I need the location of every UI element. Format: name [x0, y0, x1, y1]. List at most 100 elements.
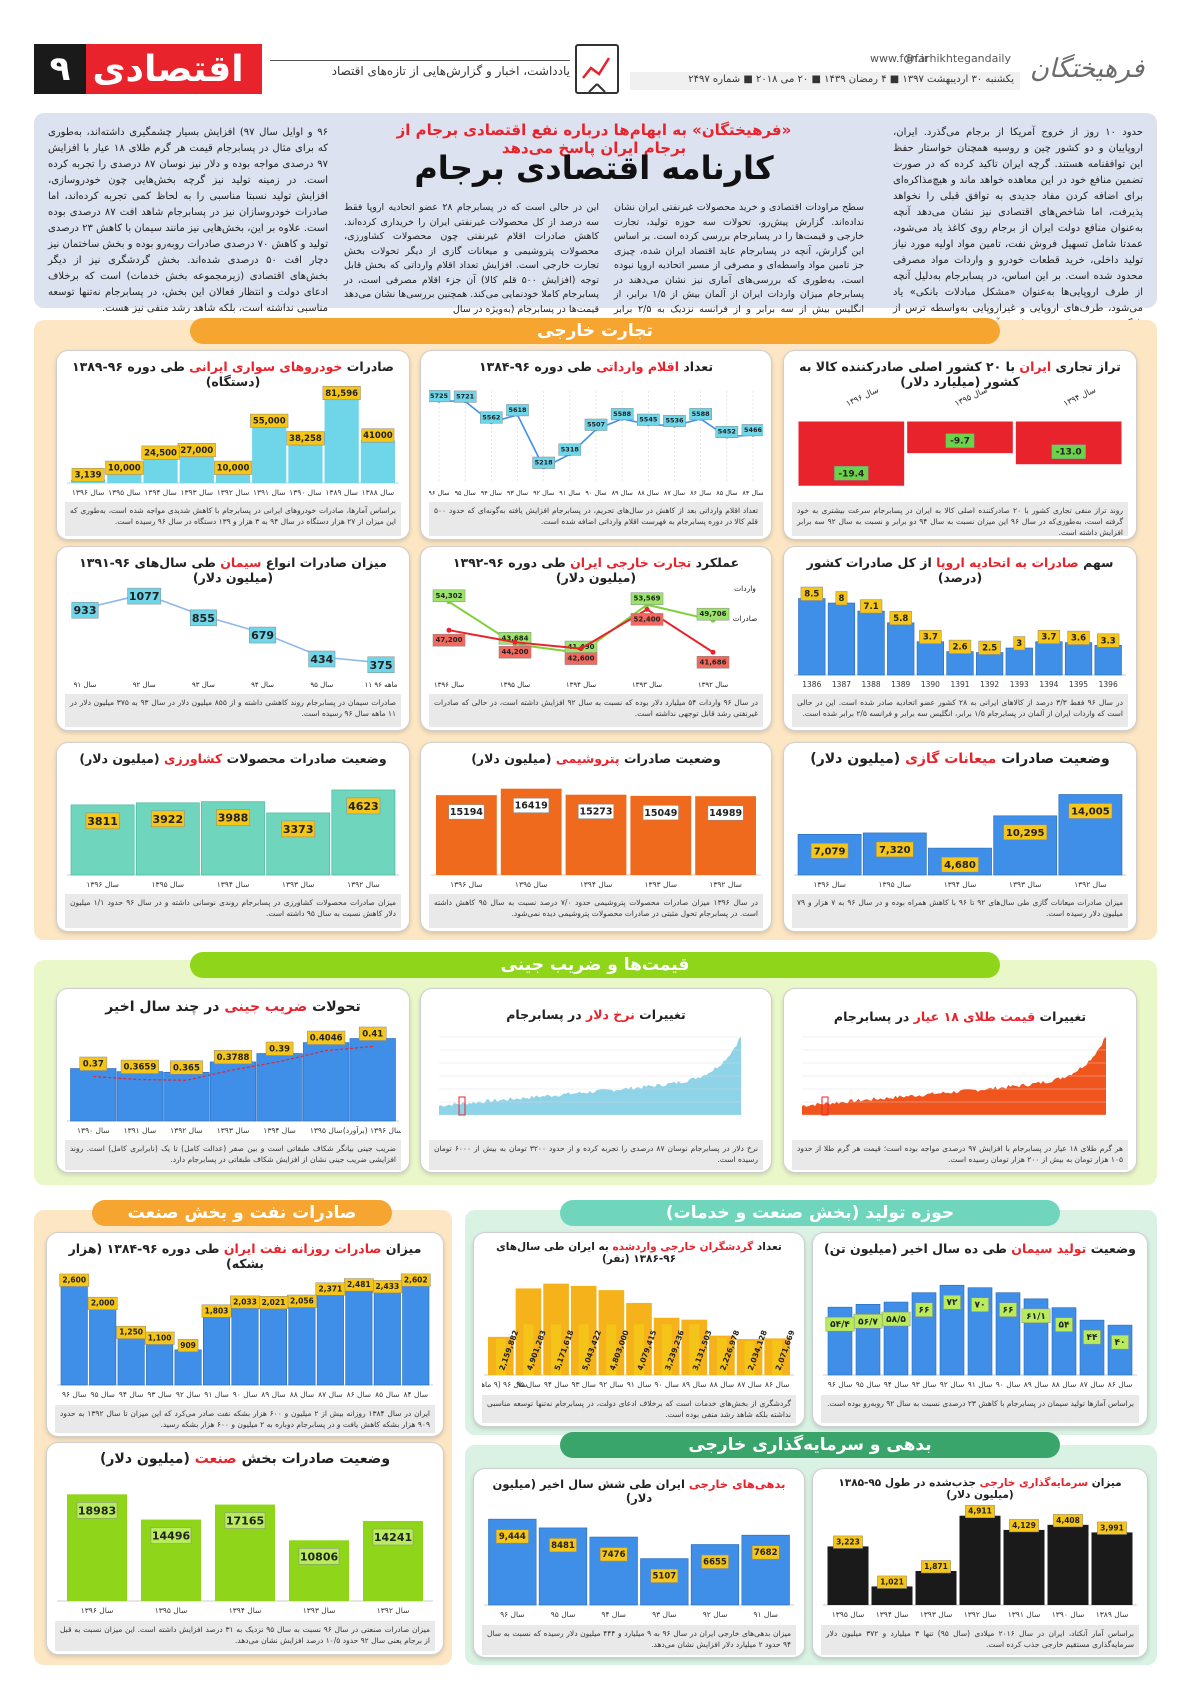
- trend-line: [93, 1045, 373, 1081]
- label-box: [216, 809, 250, 826]
- panel-note: میزان بدهی‌های خارجی ایران در سال ۹۶ به …: [482, 1625, 796, 1655]
- header-subtitle: یادداشت، اخبار و گزارش‌هایی از تازه‌های …: [331, 64, 570, 78]
- label-box: [549, 1538, 577, 1553]
- panel-title: تحولات ضریب جینی در چند سال اخیر: [105, 999, 361, 1015]
- panel-title: تغییرات نرخ دلار در پسابرجام: [506, 1007, 686, 1022]
- tick-label: سال ۹۳: [147, 1390, 171, 1399]
- chart-tourism: سال ۸۶ 2,071,669 سال ۸۷ 2,034,128 سال ۸۸ 2,22…: [474, 1261, 797, 1391]
- panel-title: وضعیت تولید سیمان طی ده سال اخیر (میلیون…: [824, 1241, 1136, 1256]
- tick-label: سال ۹۴: [884, 1380, 908, 1389]
- label-box: [249, 626, 277, 644]
- label-box: [642, 805, 679, 821]
- label-box: [707, 805, 744, 821]
- point: [644, 606, 650, 612]
- label-box: [506, 404, 529, 417]
- data-label: 41000: [363, 431, 393, 441]
- data-label: 18983: [78, 1504, 116, 1517]
- tick-label: 1386: [802, 680, 821, 689]
- tick-label: سال ۸۸: [1052, 1380, 1076, 1389]
- data-label: 52,400: [633, 615, 660, 623]
- label-box: [85, 812, 120, 830]
- data-label: 10806: [300, 1550, 339, 1563]
- label-box: [250, 413, 289, 428]
- data-label: 81,596: [325, 389, 358, 399]
- panel-debt: بدهی‌های خارجی ایران طی شش سال اخیر (میل…: [473, 1468, 805, 1658]
- label-strip: [551, 1324, 562, 1375]
- panel-note: براساس آمارها، صادرات خودروهای ایرانی در…: [65, 502, 401, 536]
- tick-label: سال ۹۴: [601, 1610, 625, 1619]
- chart-svg: 1386 8.5 1387 8 1388 7.1 1389 5.8 1390 3.7 1391 2.6…: [794, 586, 1126, 689]
- panel-note: نرخ دلار در پسابرجام نوسان ۸۷ درصدی را ت…: [429, 1140, 763, 1170]
- label-box: [715, 425, 739, 438]
- bar: [231, 1306, 259, 1386]
- label-box: [701, 1554, 729, 1569]
- chart-svg: سال ۱۳۸۸ 41000 سال ۱۳۸۹ 81,596 سال ۱۳۹۰ 38,25…: [67, 386, 399, 497]
- data-label: ۵۸/۵: [886, 1315, 906, 1325]
- tick-label: سال ۱۳۹۵: [953, 385, 989, 408]
- chart-svg: [802, 1036, 1106, 1116]
- chart-svg: 49,70653,56941,49043,68454,302واردات41,6…: [432, 584, 757, 689]
- bar: [215, 472, 251, 483]
- data-label: 7,320: [879, 845, 911, 856]
- bar: [60, 1284, 88, 1386]
- chart-debt: سال ۹۱ 7682 سال ۹۲ 6655 سال ۹۳ 5107 سال ۹۴ 7476…: [482, 1497, 796, 1621]
- panel-note: براساس آمار آنکتاد، ایران در سال ۲۰۱۶ می…: [821, 1625, 1139, 1655]
- label-box: [610, 408, 634, 421]
- label-box: [322, 386, 361, 401]
- tick-label: سال ۱۳۹۳: [1009, 880, 1042, 889]
- label-box: [564, 652, 598, 665]
- data-label: 7,079: [814, 846, 846, 857]
- chart-gas_condensate: سال ۱۳۹۲ 14,005 سال ۱۳۹۳ 10,295 سال ۱۳۹۴ 4,68…: [792, 775, 1128, 891]
- tick-label: سال ۸۶: [690, 489, 711, 497]
- panel-trade-balance: تراز تجاری ایران با ۲۰ کشور اصلی صادرکنن…: [783, 350, 1137, 540]
- bar: [915, 1570, 957, 1605]
- bar: [203, 1314, 231, 1386]
- panel-title: وضعیت صادرات میعانات گازی (میلیون دلار): [810, 751, 1110, 767]
- bar: [316, 1293, 344, 1386]
- tick-label: سال ۸۸: [710, 1380, 734, 1389]
- data-label: 5588: [613, 410, 632, 418]
- label-box: [1068, 803, 1113, 819]
- tick-label: سال ۱۳۹۵: [108, 488, 141, 497]
- bar: [906, 420, 1014, 455]
- bar: [871, 1586, 913, 1605]
- tick-label: سال ۹۱: [559, 489, 580, 497]
- panel-note: ایران در سال ۱۳۸۴ روزانه بیش از ۲ میلیون…: [55, 1405, 435, 1433]
- tick-label: سال ۹۱: [968, 1380, 992, 1389]
- tick-label: سال ۹۰: [654, 1380, 678, 1389]
- tick-label: سال ۸۶: [765, 1380, 789, 1389]
- label-box: [453, 390, 477, 403]
- bar: [259, 1306, 287, 1386]
- tick-label: سال ۹۶: [500, 1610, 524, 1619]
- data-label: 42,600: [567, 655, 594, 663]
- tick-label: سال ۸۴: [404, 1390, 428, 1399]
- data-label: 4,408: [1056, 1516, 1080, 1525]
- chart-svg: [439, 1036, 741, 1116]
- label-box: [978, 640, 1001, 655]
- tick-label: سال ۱۳۹۵: [515, 880, 548, 889]
- website[interactable]: www.fdn.ir: [870, 52, 929, 65]
- chart-gini: سال ۱۳۹۰ 0.37 سال ۱۳۹۱ 0.3659 سال ۱۳۹۲ 0.365 س…: [65, 1023, 403, 1137]
- panel-title: تغییرات قیمت طلای ۱۸ عیار در پسابرجام: [833, 1009, 1087, 1024]
- panel-industry: وضعیت صادرات بخش صنعت (میلیون دلار) سال …: [46, 1442, 444, 1655]
- label-box: [945, 433, 975, 448]
- data-label: 3.7: [1041, 633, 1056, 643]
- label-box: [1097, 1521, 1127, 1535]
- tick-label: سال ۹۲: [133, 681, 156, 689]
- label-box: [358, 1026, 387, 1041]
- tick-label: سال ۸۷: [1080, 1380, 1104, 1389]
- tick-label: سال ۱۳۹۴: [944, 880, 977, 889]
- label-box: [835, 591, 848, 606]
- data-label: 434: [310, 653, 333, 666]
- data-label: 1,803: [205, 1306, 229, 1315]
- label-box: [120, 1059, 159, 1074]
- data-label: 0.4046: [310, 1034, 343, 1044]
- telegram-handle[interactable]: @farhikhtegandaily: [903, 52, 1011, 65]
- data-label: 10,000: [108, 464, 141, 474]
- tick-label: سال ۹۴: [481, 489, 502, 497]
- chart-svg: -13.0 سال ۱۳۹۴ -9.7 سال ۱۳۹۵ -19.4 سال ۱۳۹۶: [797, 385, 1123, 487]
- data-label: 3373: [283, 823, 314, 836]
- panel-dollar: تغییرات نرخ دلار در پسابرجام نرخ دلار در…: [420, 988, 772, 1173]
- data-label: ۵۴/۴: [830, 1320, 850, 1330]
- panel-title: میزان صادرات روزانه نفت ایران طی دوره ۹۶…: [68, 1241, 422, 1271]
